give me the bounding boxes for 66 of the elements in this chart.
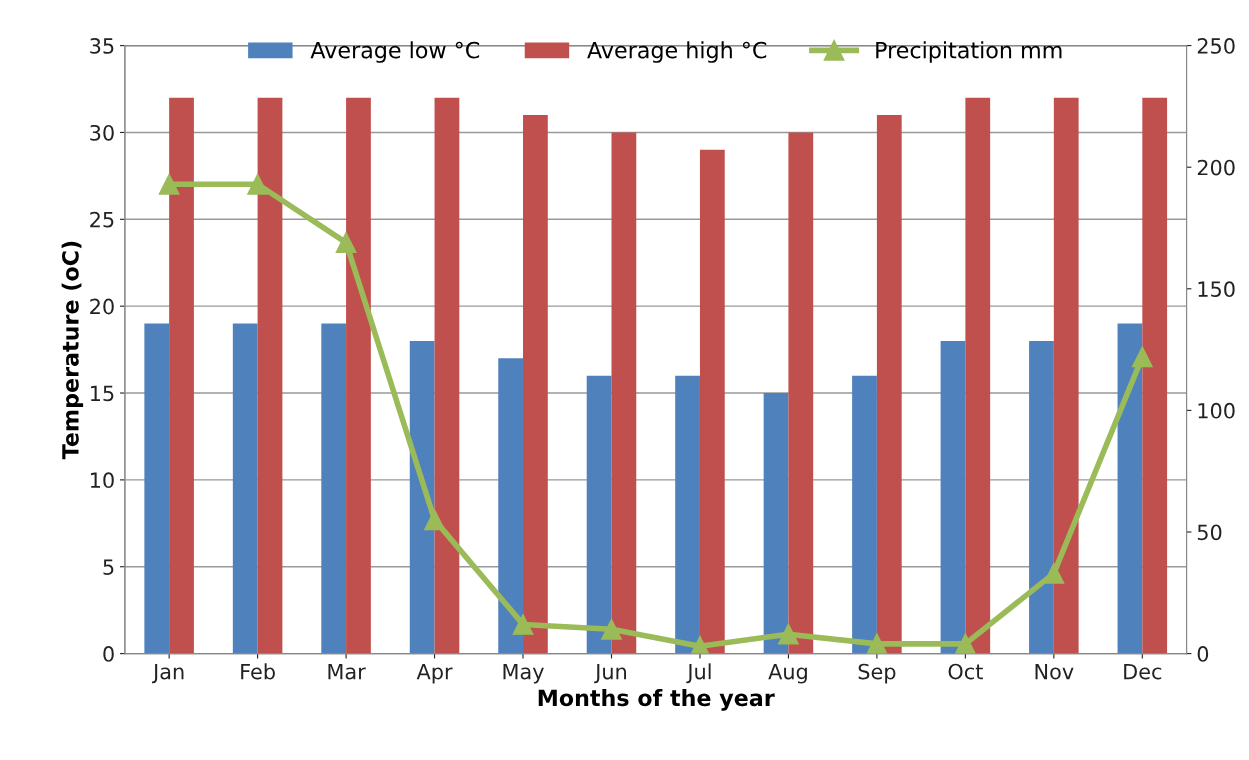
point [866, 633, 888, 654]
y-tick-label: 20 [90, 298, 114, 315]
bar [321, 323, 347, 654]
y2-tick-label: 200 [1197, 159, 1235, 176]
y-tick-label: 35 [90, 38, 114, 54]
bar [144, 323, 170, 654]
y-tick-label: 10 [90, 472, 114, 489]
x-tick-label: Sep [858, 663, 896, 684]
x-tick-label: Mar [328, 663, 366, 680]
bar [876, 115, 902, 654]
bar [523, 115, 548, 654]
point [424, 509, 445, 531]
x-axis-title: Months of the year [538, 689, 775, 711]
point [778, 623, 799, 645]
legend-label: Average low °C [310, 41, 480, 63]
bar [498, 358, 524, 654]
bar [675, 375, 700, 654]
y-axis-title: Temperature (oC) [61, 241, 84, 460]
y2-tick-label: 250 [1197, 38, 1235, 54]
y2-tick-label: 150 [1198, 281, 1235, 298]
x-tick-label: Jul [686, 663, 711, 684]
bar [611, 132, 637, 654]
point [601, 618, 622, 640]
point [335, 232, 357, 254]
x-tick-label: Feb [241, 663, 275, 680]
bar [699, 149, 725, 654]
legend-label: Precipitation mm [876, 41, 1062, 63]
x-tick-label: Jan [152, 663, 184, 684]
x-tick-label: Apr [416, 663, 453, 684]
bar [788, 132, 814, 654]
bar [852, 375, 877, 654]
y2-tick-label: 0 [1197, 646, 1209, 662]
y-tick-label: 15 [90, 385, 114, 402]
bar [434, 97, 460, 654]
bar [1053, 97, 1079, 654]
bar [965, 97, 991, 654]
bar [232, 323, 258, 654]
y-tick-label: 5 [103, 559, 114, 575]
point [1131, 346, 1153, 368]
y-tick-label: 0 [103, 646, 114, 662]
bar [1117, 323, 1143, 654]
x-tick-label: Jun [594, 663, 626, 684]
bar [257, 97, 283, 654]
bar [169, 97, 194, 654]
bar [346, 97, 371, 654]
bar [763, 393, 789, 654]
x-tick-label: Oct [948, 663, 983, 680]
bar [1142, 97, 1168, 654]
y-tick-label: 25 [90, 211, 114, 228]
x-tick-label: Aug [768, 663, 807, 684]
y2-tick-label: 50 [1197, 524, 1222, 541]
point [247, 173, 269, 195]
y2-tick-label: 100 [1198, 402, 1235, 419]
x-tick-label: Dec [1124, 663, 1162, 680]
point [954, 633, 976, 654]
legend-label: Average high °C [587, 41, 767, 63]
x-tick-label: May [503, 663, 544, 684]
y-tick-label: 30 [90, 124, 114, 141]
bar [409, 340, 435, 654]
point [1043, 562, 1065, 584]
bar [586, 375, 612, 654]
bar [1029, 340, 1054, 654]
x-tick-label: Nov [1035, 663, 1074, 680]
point [158, 173, 180, 195]
point [512, 613, 534, 635]
bar [940, 340, 966, 654]
